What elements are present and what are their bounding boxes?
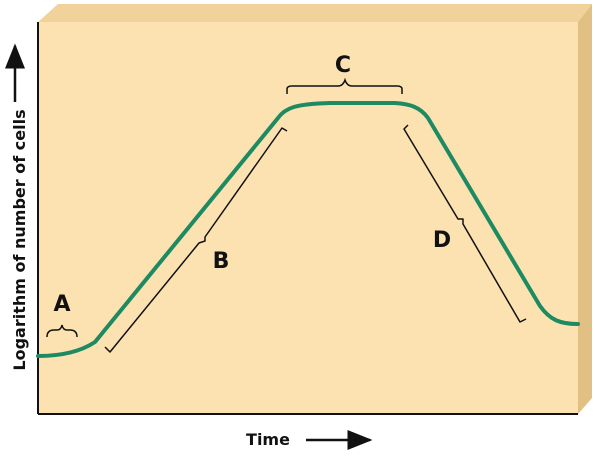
bracket-c: [286, 77, 403, 94]
panel-front-face: [38, 22, 578, 414]
y-axis-label: Logarithm of number of cells: [10, 109, 29, 370]
x-axis-label: Time: [246, 430, 290, 449]
growth-curve: [36, 101, 580, 358]
bracket-d: [403, 124, 527, 323]
phase-label-a: A: [53, 292, 70, 317]
bracket-b: [104, 127, 288, 353]
y-axis-label-group: Logarithm of number of cells: [10, 109, 29, 370]
panel-side-face: [578, 4, 592, 414]
bracket-a: [46, 324, 78, 338]
phase-label-c: C: [335, 53, 351, 78]
phase-label-d: D: [433, 228, 451, 253]
panel-top-face: [38, 4, 592, 22]
phase-label-b: B: [213, 249, 230, 274]
